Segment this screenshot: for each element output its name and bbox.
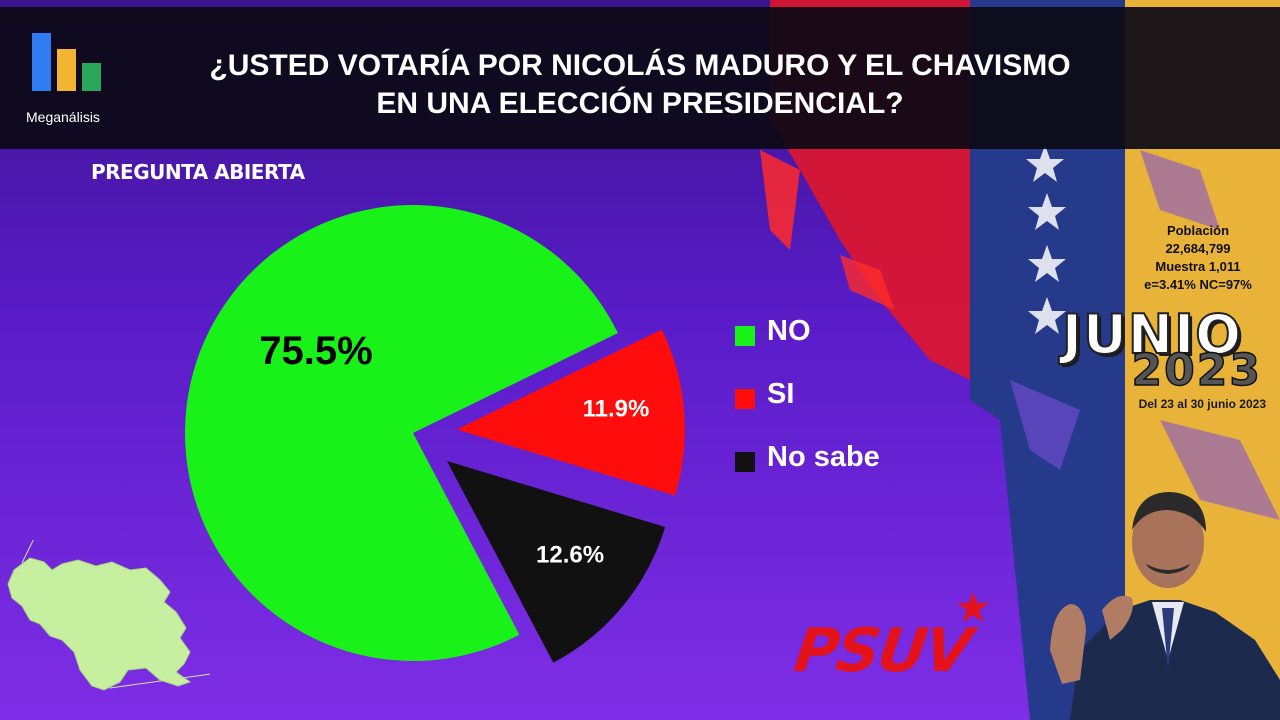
legend-swatch-no [735, 326, 755, 346]
psuv-logo: PSUV [790, 592, 1035, 686]
info-population-label: Población [1166, 223, 1230, 238]
info-population-value: 22,684,799 [1165, 241, 1231, 256]
meganalisis-logo: Meganálisis [26, 33, 116, 135]
logo-bar-green [82, 63, 101, 91]
psuv-star-icon [957, 592, 989, 622]
logo-bar-yellow [57, 49, 76, 91]
title-line-2: EN UNA ELECCIÓN PRESIDENCIAL? [376, 87, 904, 120]
info-error-confidence: e=3.41% NC=97% [1144, 277, 1252, 292]
title-line-1: ¿USTED VOTARÍA POR NICOLÁS MADURO Y EL C… [209, 49, 1071, 82]
legend-swatch-si [735, 389, 755, 409]
logo-bar-blue [32, 33, 51, 91]
venezuela-map [7, 540, 210, 691]
chart-subtitle: PREGUNTA ABIERTA [91, 160, 305, 184]
chart-title: ¿USTED VOTARÍA POR NICOLÁS MADURO Y EL C… [160, 47, 1120, 123]
legend-label-no-sabe: No sabe [767, 441, 880, 473]
pie-slice-no-sabe [446, 460, 666, 663]
pie-chart: 75.5% 11.9% 12.6% [185, 204, 685, 663]
period-month: JUNIO [1061, 302, 1242, 367]
info-sample: Muestra 1,011 [1155, 259, 1241, 274]
psuv-text: PSUV [790, 616, 975, 686]
pie-slice-si [456, 329, 685, 496]
pie-slice-no [185, 204, 618, 661]
period-dates: Del 23 al 30 junio 2023 [1138, 397, 1266, 411]
pie-label-no-sabe: 12.6% [536, 542, 604, 569]
legend-label-si: SI [767, 378, 795, 410]
legend-label-no: NO [767, 315, 811, 347]
maduro-photo [1050, 492, 1280, 720]
legend-swatch-no-sabe [735, 452, 755, 472]
survey-period: JUNIO 2023 Del 23 al 30 junio 2023 [1061, 302, 1272, 413]
period-year: 2023 [1131, 344, 1262, 397]
pie-label-no: 75.5% [259, 329, 372, 373]
survey-info: Población 22,684,799 Muestra 1,011 e=3.4… [1128, 222, 1268, 294]
header-bar: Meganálisis ¿USTED VOTARÍA POR NICOLÁS M… [0, 7, 1280, 149]
logo-text: Meganálisis [26, 109, 100, 125]
pie-label-si: 11.9% [583, 396, 650, 423]
